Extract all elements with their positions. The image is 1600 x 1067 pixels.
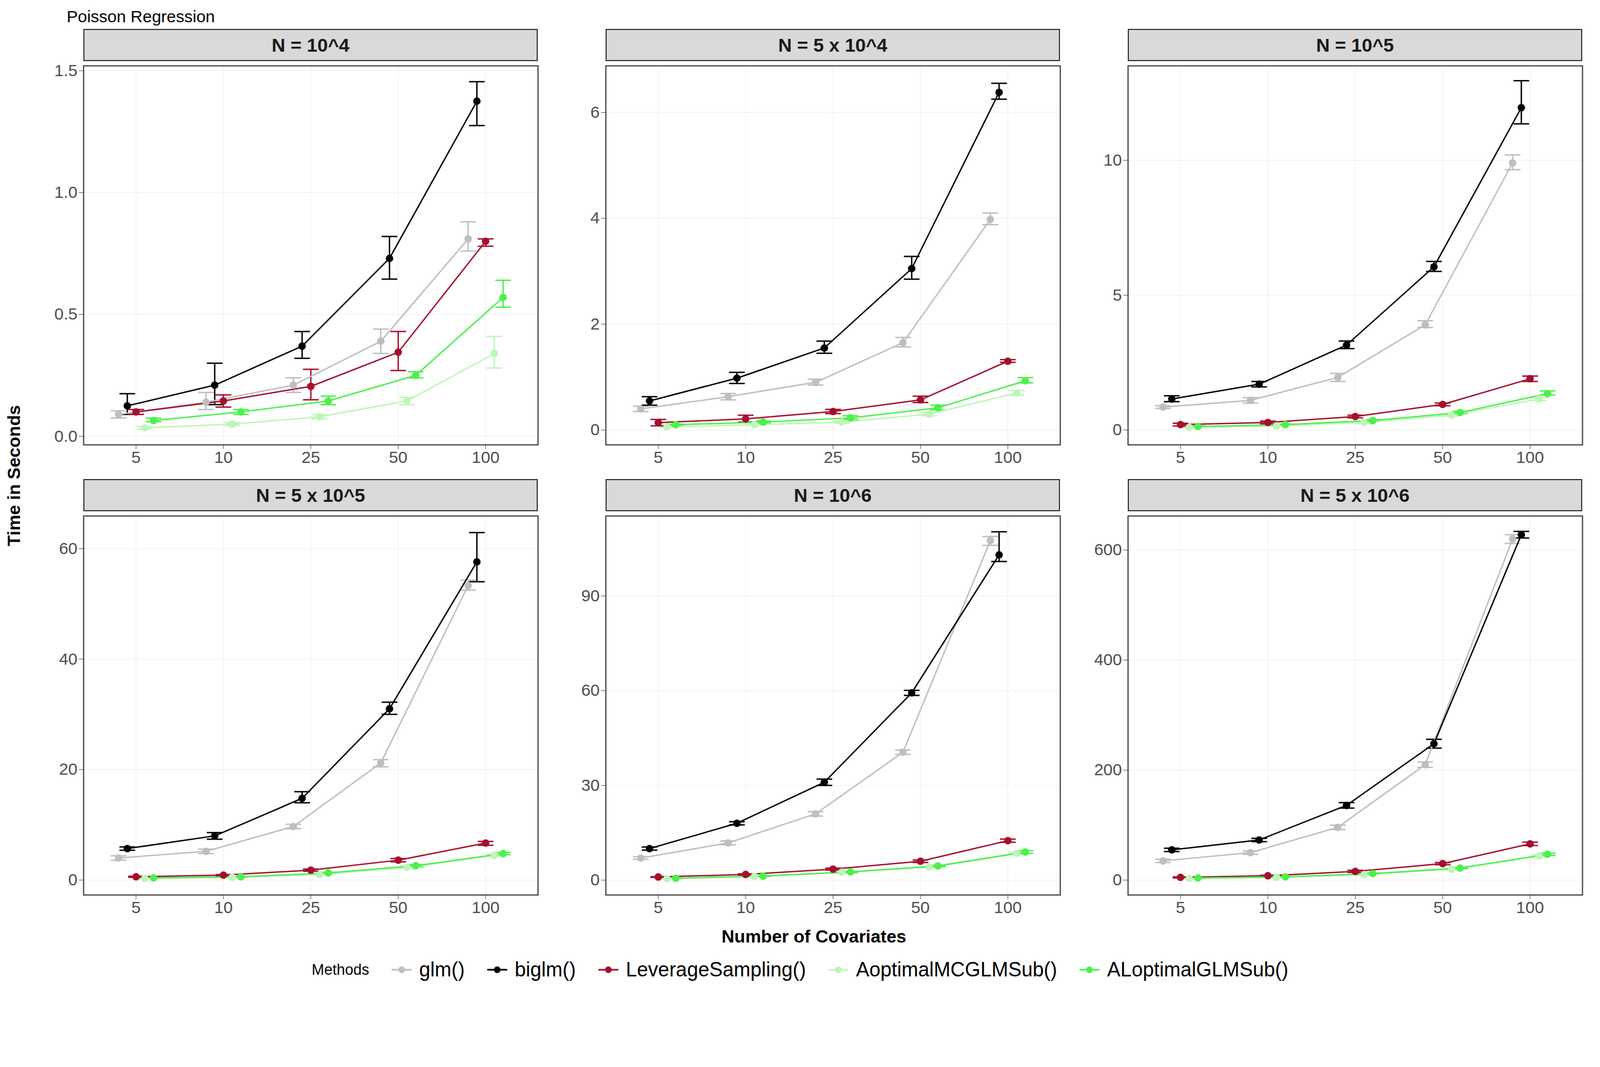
svg-text:100: 100 [1516,897,1544,917]
html-text:N = 10^6: N = 10^6 [793,484,872,506]
svg-text:50: 50 [388,447,408,467]
html-text:N = 5 x 10^5: N = 5 x 10^5 [255,484,366,506]
svg-text:100: 100 [471,897,500,917]
svg-text:60: 60 [581,680,600,699]
svg-text:25: 25 [301,447,320,467]
svg-text:20: 20 [58,759,78,778]
svg-text:5: 5 [653,447,664,467]
html-text:biglm(): biglm() [514,957,576,981]
svg-text:25: 25 [823,897,843,917]
svg-text:200: 200 [1093,760,1122,779]
svg-text:6: 6 [590,102,600,122]
svg-text:0: 0 [1112,420,1123,439]
svg-text:1.5: 1.5 [54,61,78,80]
svg-text:50: 50 [1433,897,1452,917]
svg-text:10: 10 [214,897,233,917]
svg-text:0: 0 [68,870,78,889]
svg-text:40: 40 [58,649,78,668]
html-text:Number of Covariates: Number of Covariates [721,926,907,947]
svg-text:10: 10 [736,897,755,917]
html-text:Poisson Regression: Poisson Regression [66,7,215,26]
svg-text:30: 30 [581,775,600,794]
svg-text:5: 5 [1176,897,1186,917]
svg-text:4: 4 [590,208,600,227]
svg-text:2: 2 [590,314,600,333]
svg-text:5: 5 [131,447,142,467]
svg-text:10: 10 [1258,897,1278,917]
html-text:Methods: Methods [311,960,370,978]
html-text:N = 10^5: N = 10^5 [1316,34,1394,56]
svg-text:25: 25 [1346,897,1365,917]
svg-text:5: 5 [131,897,142,917]
html-text:ALoptimalGLMSub(): ALoptimalGLMSub() [1107,957,1289,981]
svg-text:50: 50 [388,897,408,917]
svg-text:5: 5 [1176,447,1186,467]
html-text:glm(): glm() [419,957,465,981]
html-text:N = 5 x 10^4: N = 5 x 10^4 [778,34,888,56]
svg-text:50: 50 [911,447,930,467]
svg-text:50: 50 [911,897,930,917]
svg-text:5: 5 [653,897,664,917]
html-text:N = 5 x 10^6: N = 5 x 10^6 [1300,484,1410,506]
svg-text:25: 25 [823,447,843,467]
svg-text:25: 25 [1346,447,1365,467]
svg-text:100: 100 [993,897,1022,917]
svg-text:5: 5 [1112,285,1123,304]
svg-text:60: 60 [58,538,78,558]
svg-text:400: 400 [1093,650,1122,669]
svg-text:90: 90 [581,586,600,605]
svg-text:10: 10 [1258,447,1278,467]
svg-text:10: 10 [1103,150,1122,169]
svg-text:600: 600 [1093,540,1122,559]
svg-text:100: 100 [993,447,1022,467]
svg-text:0: 0 [590,870,600,889]
svg-text:25: 25 [301,897,320,917]
svg-text:0: 0 [590,420,600,439]
svg-text:100: 100 [471,447,500,467]
svg-text:0.0: 0.0 [54,426,78,445]
svg-text:50: 50 [1433,447,1452,467]
html-text:Time in Seconds: Time in Seconds [3,405,24,546]
svg-text:10: 10 [736,447,755,467]
svg-text:100: 100 [1516,447,1544,467]
svg-text:0: 0 [1112,870,1123,889]
html-text:LeverageSampling(): LeverageSampling() [625,957,806,981]
html-text:N = 10^4: N = 10^4 [271,34,350,56]
svg-text:0.5: 0.5 [54,304,78,323]
html-text:AoptimalMCGLMSub(): AoptimalMCGLMSub() [856,957,1058,981]
svg-text:1.0: 1.0 [54,182,78,202]
svg-text:10: 10 [214,447,233,467]
